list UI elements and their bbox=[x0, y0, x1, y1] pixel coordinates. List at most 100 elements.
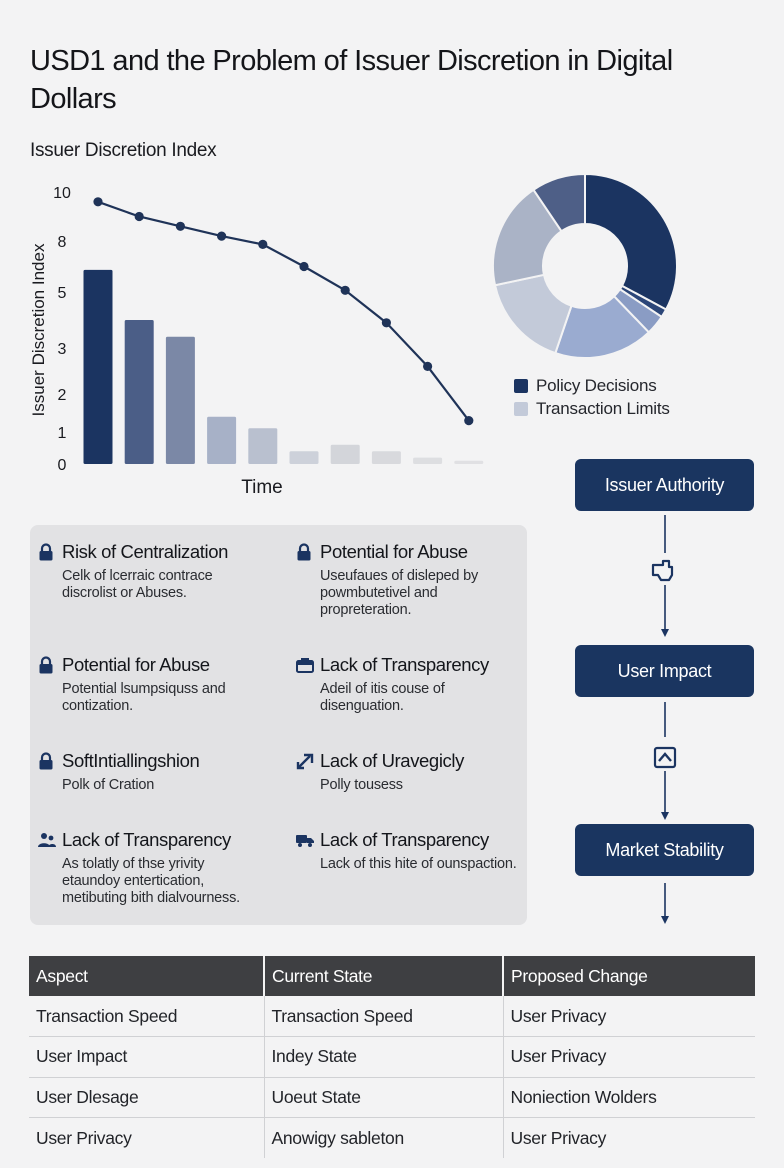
expand-arrow-icon bbox=[296, 751, 318, 771]
bar bbox=[165, 336, 195, 464]
risk-title: Lack of Transparency bbox=[320, 829, 489, 850]
legend-item-limits: Transaction Limits bbox=[514, 397, 670, 420]
risk-item: SoftIntiallingshion Polk of Cration bbox=[34, 748, 264, 794]
truck-icon bbox=[296, 830, 318, 850]
flow-arrow bbox=[661, 515, 669, 637]
bar bbox=[454, 460, 484, 464]
table-row: Transaction Speed Transaction Speed User… bbox=[29, 996, 755, 1037]
lock-icon bbox=[38, 542, 60, 562]
column-header-current-state: Current State bbox=[264, 956, 504, 996]
risk-item: Potential for Abuse Potential lsumpsiqus… bbox=[34, 652, 264, 715]
bar bbox=[207, 416, 237, 464]
table-cell: User Dlesage bbox=[29, 1077, 265, 1118]
table-header-row: Aspect Current State Proposed Change bbox=[29, 956, 755, 996]
comparison-table: Aspect Current State Proposed Change Tra… bbox=[29, 956, 755, 1158]
risk-description: Lack of this hite of ounspaction. bbox=[320, 856, 517, 872]
table-cell: Transaction Speed bbox=[264, 996, 504, 1037]
table-cell: Transaction Speed bbox=[29, 996, 265, 1037]
legend-swatch bbox=[514, 378, 528, 393]
risk-description: Polk of Cration bbox=[62, 777, 155, 793]
bar bbox=[330, 444, 360, 464]
bar bbox=[371, 451, 401, 464]
line-point bbox=[217, 231, 227, 241]
y-tick-label: 5 bbox=[58, 285, 67, 302]
table-cell: User Privacy bbox=[503, 1036, 755, 1078]
table-row: User Impact Indey State User Privacy bbox=[29, 1036, 755, 1078]
y-tick-label: 2 bbox=[58, 387, 67, 404]
legend-swatch bbox=[514, 401, 528, 416]
risk-description: Polly tousess bbox=[320, 777, 403, 793]
table-row: User Privacy Anowigy sableton User Priva… bbox=[29, 1117, 755, 1158]
risk-item: Lack of Transparency Lack of this hite o… bbox=[292, 827, 522, 873]
bar bbox=[248, 428, 278, 464]
briefcase-icon bbox=[296, 655, 318, 675]
bar bbox=[289, 451, 319, 464]
risk-title: Lack of Uravegicly bbox=[320, 750, 464, 771]
hand-pointer-icon bbox=[651, 559, 674, 582]
flow-step-issuer-authority: Issuer Authority bbox=[575, 459, 754, 511]
line-point bbox=[423, 361, 433, 371]
flow-step-market-stability: Market Stability bbox=[575, 824, 754, 876]
table-cell: Uoeut State bbox=[264, 1077, 504, 1118]
risk-item: Lack of Uravegicly Polly tousess bbox=[292, 748, 522, 794]
risk-item: Risk of Centralization Celk of lcerraic … bbox=[34, 539, 264, 602]
y-tick-label: 10 bbox=[53, 185, 71, 202]
column-header-aspect: Aspect bbox=[29, 956, 265, 996]
line-point bbox=[175, 221, 185, 231]
line-point bbox=[93, 197, 103, 207]
risk-description: Adeil of itis couse of disenguation. bbox=[320, 681, 445, 714]
risk-title: Potential for Abuse bbox=[62, 654, 210, 675]
table-cell: User Privacy bbox=[503, 996, 755, 1037]
bar bbox=[83, 269, 113, 464]
donut-legend: Policy Decisions Transaction Limits bbox=[514, 374, 670, 420]
risk-title: SoftIntiallingshion bbox=[62, 750, 200, 771]
flow-arrow bbox=[661, 702, 669, 820]
bar bbox=[413, 457, 443, 464]
flow-step-user-impact: User Impact bbox=[575, 645, 754, 697]
line-point bbox=[258, 239, 268, 249]
donut-slice bbox=[532, 172, 586, 233]
risk-title: Potential for Abuse bbox=[320, 541, 468, 562]
y-tick-label: 8 bbox=[58, 234, 67, 251]
chart-subtitle: Issuer Discretion Index bbox=[30, 140, 217, 161]
discretion-donut-chart bbox=[492, 172, 678, 359]
table-cell: Noniection Wolders bbox=[503, 1077, 755, 1118]
risk-item: Potential for Abuse Useufaues of dislepe… bbox=[292, 539, 522, 619]
risk-item: Lack of Transparency As tolatly of thse … bbox=[34, 827, 264, 907]
column-header-proposed-change: Proposed Change bbox=[503, 956, 755, 996]
lock-icon bbox=[38, 751, 60, 771]
users-icon bbox=[38, 830, 60, 850]
line-point bbox=[299, 261, 309, 272]
risk-title: Risk of Centralization bbox=[62, 541, 228, 562]
line-point bbox=[134, 211, 144, 222]
flow-arrow bbox=[661, 883, 669, 924]
risk-description: As tolatly of thse yrivity etaundoy ente… bbox=[62, 856, 240, 906]
table-cell: Anowigy sableton bbox=[264, 1117, 504, 1158]
y-tick-label: 3 bbox=[58, 341, 67, 358]
y-axis-label: Issuer Discretion Index bbox=[29, 243, 48, 416]
legend-label: Policy Decisions bbox=[536, 375, 657, 395]
table-row: User Dlesage Uoeut State Noniection Wold… bbox=[29, 1077, 755, 1118]
legend-label: Transaction Limits bbox=[536, 398, 670, 418]
risk-item: Lack of Transparency Adeil of itis couse… bbox=[292, 652, 522, 715]
table-cell: User Impact bbox=[29, 1036, 265, 1078]
table-cell: Indey State bbox=[264, 1036, 504, 1078]
risk-title: Lack of Transparency bbox=[320, 654, 489, 675]
lock-icon bbox=[38, 655, 60, 675]
discretion-bar-line-chart: Issuer Discretion Index 0 1 2 3 5 8 10 Time bbox=[29, 185, 484, 498]
line-point bbox=[464, 416, 474, 426]
donut-slice bbox=[584, 172, 678, 311]
bar bbox=[124, 320, 154, 464]
risk-description: Celk of lcerraic contrace discrolist or … bbox=[62, 568, 213, 601]
donut-slice bbox=[493, 273, 573, 355]
chevron-up-box-icon bbox=[653, 746, 677, 769]
table-cell: User Privacy bbox=[29, 1117, 265, 1158]
y-tick-label: 1 bbox=[58, 425, 67, 442]
series-line bbox=[97, 200, 470, 422]
line-point bbox=[340, 285, 350, 295]
risk-title: Lack of Transparency bbox=[62, 829, 231, 850]
flow-connectors bbox=[651, 515, 677, 924]
legend-item-policy: Policy Decisions bbox=[514, 374, 670, 397]
line-point bbox=[381, 318, 391, 328]
